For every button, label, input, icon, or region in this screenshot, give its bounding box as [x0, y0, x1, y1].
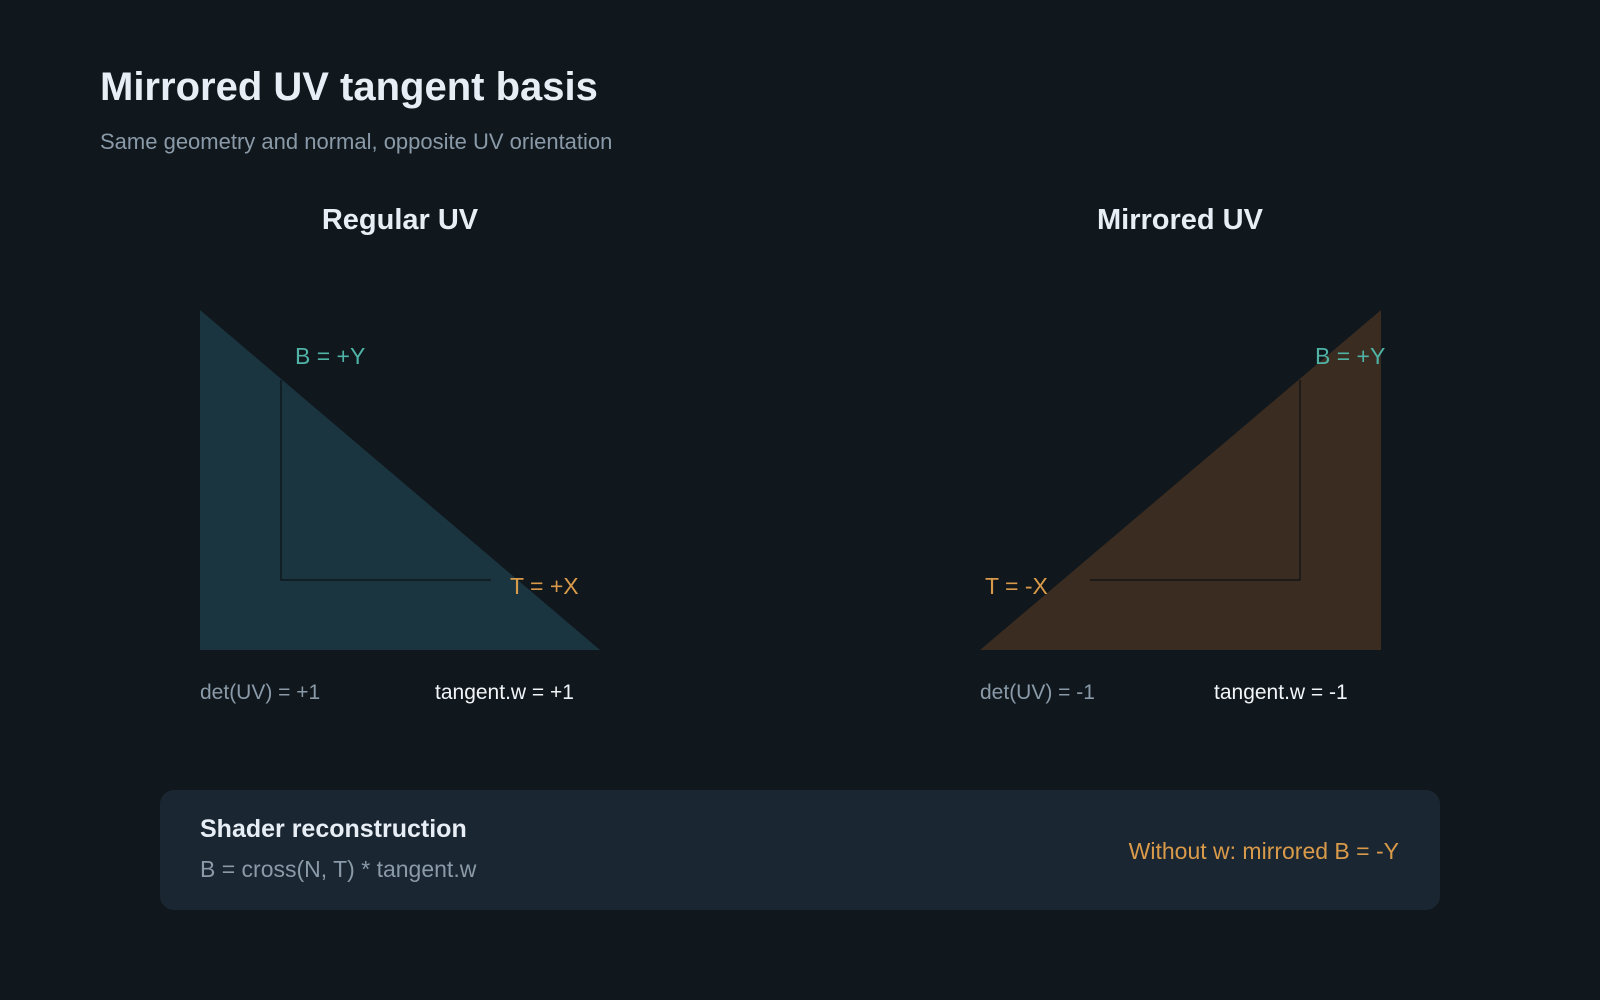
subtitle: Same geometry and normal, opposite UV or… [100, 129, 612, 154]
info-box [160, 790, 1440, 910]
tangent-axes [1090, 380, 1301, 581]
box-title: Shader reconstruction [200, 815, 467, 843]
note: Without w: mirrored B = -Y [1129, 838, 1399, 864]
tangent-axes [280, 380, 491, 581]
tangent-w-label: tangent.w = +1 [435, 681, 574, 704]
tangent-label: T = +X [510, 573, 579, 599]
bitangent-label: B = +Y [295, 343, 365, 369]
bitangent-label: B = +Y [1315, 343, 1385, 369]
formula: B = cross(N, T) * tangent.w [200, 856, 477, 882]
triangle [980, 310, 1381, 650]
panel-title: Regular UV [322, 204, 479, 236]
panel-title: Mirrored UV [1097, 204, 1264, 236]
triangle [200, 310, 600, 650]
tangent-label: T = -X [985, 573, 1048, 599]
det-label: det(UV) = -1 [980, 681, 1095, 704]
title: Mirrored UV tangent basis [100, 65, 598, 109]
det-label: det(UV) = +1 [200, 681, 320, 704]
tangent-w-label: tangent.w = -1 [1214, 681, 1348, 704]
